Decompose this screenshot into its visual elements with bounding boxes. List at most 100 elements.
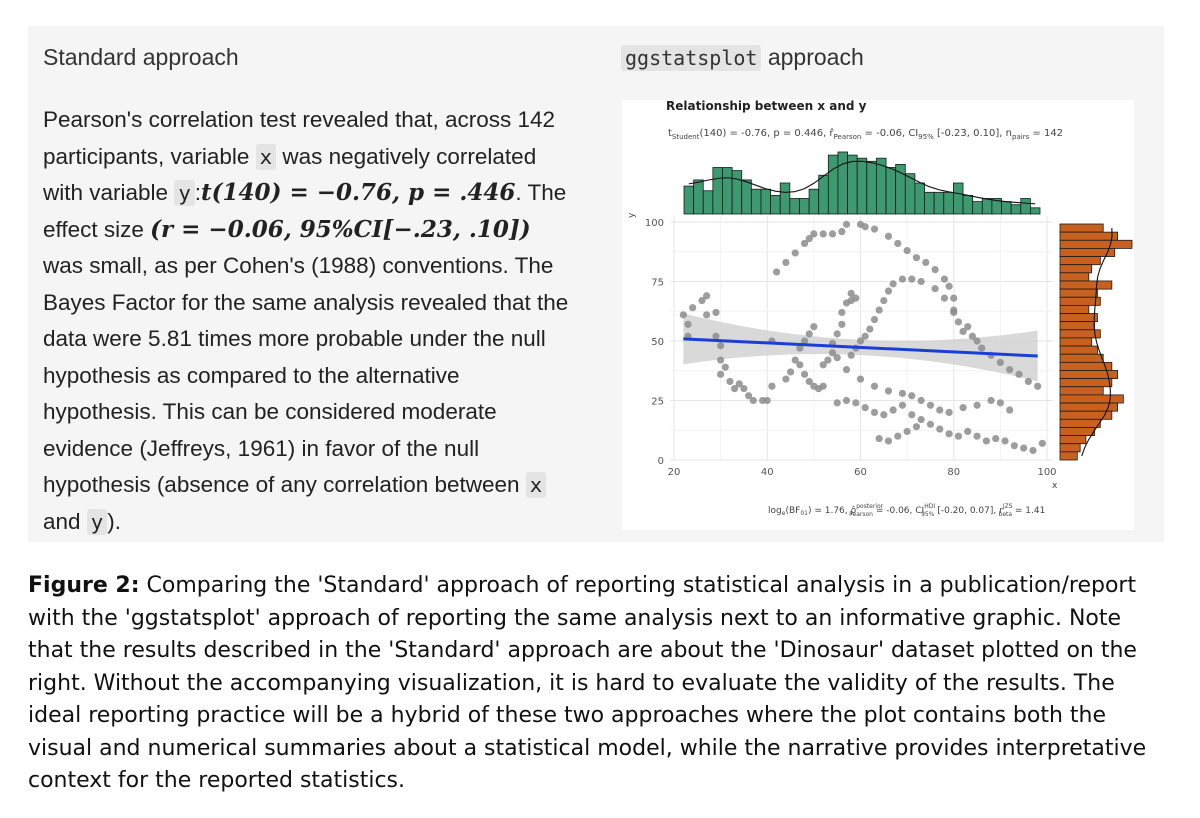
data-point [703,311,711,319]
narrative-line: Bayes Factor for the same analysis revea… [43,289,569,315]
data-point [973,401,981,409]
data-point [898,275,907,283]
x-tick-label: 80 [947,467,960,478]
data-point [805,235,813,243]
approach-label: approach [761,44,864,70]
y-histogram-bar [1059,345,1098,355]
data-point [894,239,902,248]
data-point [912,254,921,262]
data-point [1020,444,1028,452]
y-histogram-bar [1059,280,1113,290]
data-point [931,266,939,274]
y-histogram-bar [1059,427,1095,436]
data-point [1006,365,1014,374]
variable-y-code: y [86,508,108,535]
data-point [805,330,813,338]
y-tick-label: 75 [651,278,664,289]
caption-line: that the results described in the 'Stand… [28,638,1137,663]
data-point [852,399,860,407]
y-tick-label: 100 [645,218,664,229]
data-point [1015,370,1023,378]
x-tick-label: 20 [668,467,681,478]
chart-subtitle: tStudent(140) = -0.76, p = 0.446, r̂Pear… [668,127,1063,141]
data-point [894,432,902,440]
caption-line: visual and numerical summaries about a s… [28,735,1147,761]
x-histogram-bar [799,198,810,215]
x-histogram-bar [885,167,897,215]
data-point [959,404,967,412]
regression-line [683,337,1038,358]
data-point [782,375,790,383]
regression-line-group [683,337,1038,358]
data-point [810,323,818,331]
x-histogram-bar [924,191,935,215]
x-histogram-bar [712,167,723,215]
standard-narrative: Pearson's correlation test revealed that… [43,102,569,540]
data-point [772,268,781,276]
data-point [842,396,851,405]
data-point [884,232,893,240]
data-point [884,437,893,445]
data-point [954,318,963,326]
data-point [828,349,837,357]
data-point [936,425,944,433]
x-histogram-bar [866,160,877,215]
data-point [870,315,879,324]
data-point [861,223,869,231]
y-marginal-histogram [1059,223,1133,461]
x-marginal-histogram [683,151,1041,215]
data-point [833,354,841,362]
data-point [712,308,720,317]
data-point [926,420,935,428]
data-point [898,401,907,409]
y-tick-labels: 0 25 50 75 100 [645,218,664,467]
x-density-curve [688,160,1036,205]
data-point [856,375,865,383]
x-histogram-bar [895,164,906,215]
x-axis-label: x [1052,481,1058,491]
data-point [833,330,841,338]
data-point [726,377,734,386]
data-point [1038,439,1046,447]
narrative-line: Pearson's correlation test revealed that… [43,107,556,132]
data-point [717,370,725,378]
data-point [880,411,888,419]
data-point [973,432,981,440]
y-histogram-bar [1059,223,1104,233]
data-point [1029,446,1037,455]
y-histogram-bar [1059,435,1087,445]
x-histogram-bar [722,167,733,215]
x-histogram-bar [943,191,954,215]
data-point [833,399,841,407]
data-point [880,296,888,305]
data-point [796,344,804,352]
data-point [1006,406,1014,414]
data-point [796,361,804,369]
data-point [763,396,771,405]
x-histogram-bar [1001,201,1012,215]
data-point [838,308,846,317]
x-histogram-bar [933,191,945,215]
data-point [870,225,879,233]
narrative-line: hypothesis as compared to the alternativ… [43,362,460,388]
data-point [875,434,883,443]
x-histogram-bar [981,198,993,215]
y-histogram-bar [1059,313,1098,323]
narrative-line: evidence (Jeffreys, 1961) in favor of th… [43,435,480,461]
data-point [954,432,963,440]
y-histogram-bar [1059,321,1095,331]
data-point [745,392,753,400]
data-point [875,306,883,314]
data-point [889,280,897,288]
data-point [950,294,958,302]
figure-caption: Figure 2: Comparing the 'Standard' appro… [28,570,1168,798]
x-histogram-bar [731,170,743,215]
data-point [698,296,706,305]
x-histogram-bar [779,182,791,215]
x-tick-label: 40 [761,467,774,478]
data-point [992,434,1000,443]
effect-size-math: (r = −0.06, 95%CI[−.23, .10]) [150,215,531,243]
y-tick-label: 50 [651,337,664,348]
data-point [973,337,981,345]
y-histogram-bar [1059,394,1124,404]
